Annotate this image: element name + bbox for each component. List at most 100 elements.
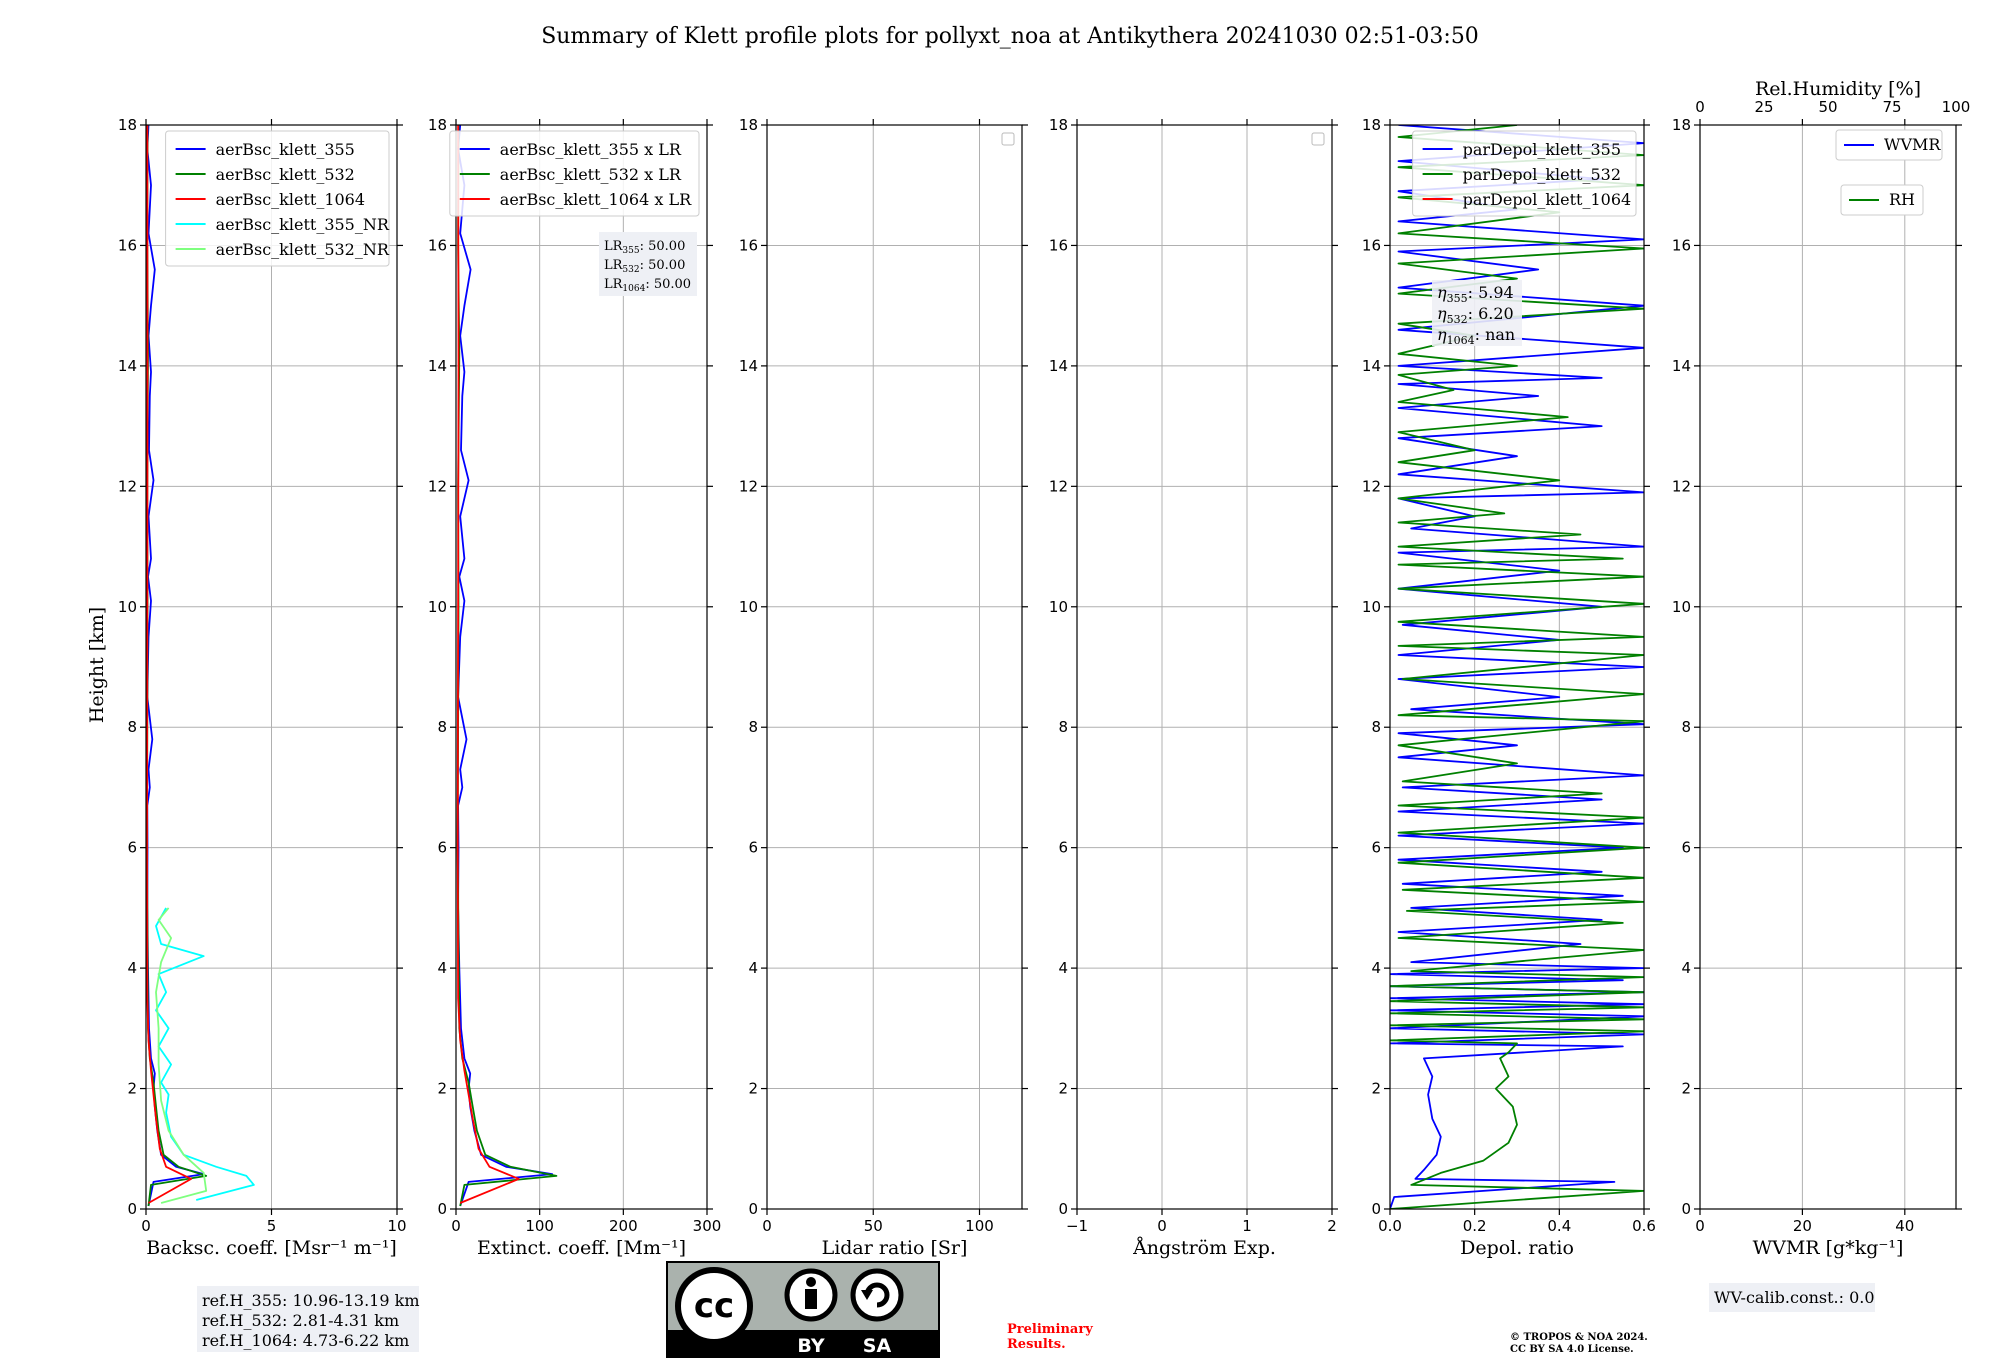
top-x-tick-label: 75: [1882, 98, 1901, 116]
sa-label: SA: [863, 1335, 892, 1357]
y-tick-label: 14: [1049, 357, 1068, 375]
series-line-aerBsc_klett_355 x LR: [457, 125, 554, 1207]
y-tick-label: 4: [748, 959, 758, 977]
y-tick-label: 10: [1049, 598, 1068, 616]
x-tick-label: 0: [451, 1217, 461, 1235]
reference-height-text: ref.H_1064: 4.73-6.22 km: [202, 1331, 409, 1350]
reference-height-box: [197, 1286, 419, 1352]
y-tick-label: 8: [127, 718, 137, 736]
eta-box: [1432, 280, 1522, 346]
series-line-aerBsc_klett_1064 x LR: [456, 125, 520, 1204]
y-tick-label: 2: [748, 1080, 758, 1098]
empty-legend: [1001, 132, 1015, 146]
y-tick-label: 4: [127, 959, 137, 977]
y-tick-label: 12: [428, 477, 447, 495]
y-tick-label: 16: [1049, 236, 1068, 254]
top-x-tick-label: 0: [1695, 98, 1705, 116]
axes-frame: [455, 124, 708, 1210]
y-tick-label: 18: [1672, 116, 1691, 134]
axes-frame: [1389, 124, 1645, 1210]
x-tick-label: 10: [387, 1217, 406, 1235]
legend-label: aerBsc_klett_355 x LR: [500, 140, 682, 159]
legend-label: parDepol_klett_532: [1463, 165, 1621, 184]
x-axis-label: Lidar ratio [Sr]: [822, 1237, 968, 1259]
x-tick-label: 2: [1327, 1217, 1337, 1235]
legend-label: RH: [1889, 190, 1915, 209]
lidar-ratio-box: [599, 232, 697, 296]
preliminary-text-line2: Results.: [1007, 1337, 1066, 1352]
x-tick-label: 0.2: [1463, 1217, 1487, 1235]
x-tick-label: 0.0: [1378, 1217, 1402, 1235]
legend-label: aerBsc_klett_532 x LR: [500, 165, 682, 184]
y-tick-label: 12: [1672, 477, 1691, 495]
cc-license-badge: cc BY SA: [666, 1261, 940, 1358]
y-tick-label: 6: [1681, 839, 1691, 857]
x-tick-label: 200: [609, 1217, 638, 1235]
y-tick-label: 4: [1681, 959, 1691, 977]
legend-box: [449, 130, 700, 217]
legend-label: aerBsc_klett_532: [216, 165, 355, 184]
wv-calib-box: [1709, 1283, 1875, 1312]
series-group: [456, 125, 558, 1207]
x-tick-label: 0: [762, 1217, 772, 1235]
panel-lidar-ratio: 0 2 4 6 8 10 12 14 16 18 0 50 100 Lidar ratio [Sr]: [739, 116, 1028, 1259]
reference-height-text: ref.H_355: 10.96-13.19 km: [202, 1291, 420, 1310]
y-tick-label: 2: [127, 1080, 137, 1098]
panel-depolarization: 0 2 4 6 8 10 12 14 16 18 0.0 0.2 0.4 0.6 Depol. ratio p…: [1362, 116, 1656, 1259]
x-tick-label: 5: [267, 1217, 277, 1235]
by-label: BY: [797, 1335, 824, 1357]
sa-share-alike-icon: [850, 1268, 904, 1322]
reference-height-text: ref.H_532: 2.81-4.31 km: [202, 1311, 399, 1330]
y-tick-label: 0: [1058, 1200, 1068, 1218]
y-tick-label: 18: [118, 116, 137, 134]
y-tick-label: 4: [437, 959, 447, 977]
series-line-aerBsc_klett_355_NR: [155, 907, 255, 1201]
x-tick-label: 20: [1793, 1217, 1812, 1235]
y-tick-label: 2: [1681, 1080, 1691, 1098]
series-line-aerBsc_klett_532 x LR: [456, 125, 558, 1207]
figure-title: Summary of Klett profile plots for polly…: [541, 24, 1479, 49]
y-tick-label: 8: [1371, 718, 1381, 736]
axes-frame: [766, 124, 1023, 1210]
y-tick-label: 16: [739, 236, 758, 254]
y-tick-label: 12: [1362, 477, 1381, 495]
legend-label: aerBsc_klett_355_NR: [216, 215, 390, 234]
y-tick-label: 0: [1681, 1200, 1691, 1218]
y-tick-label: 10: [1362, 598, 1381, 616]
eta-text: η355: 5.94: [1437, 283, 1514, 305]
wv-calib-text: WV-calib.const.: 0.0: [1714, 1288, 1875, 1307]
series-line-parDepol_klett_355: [1390, 125, 1644, 1209]
x-tick-label: 0: [1695, 1217, 1705, 1235]
series-line-aerBsc_klett_532_NR: [155, 907, 208, 1204]
y-tick-label: 14: [428, 357, 447, 375]
x-tick-label: 0.4: [1547, 1217, 1571, 1235]
x-axis-label: Backsc. coeff. [Msr⁻¹ m⁻¹]: [146, 1237, 397, 1259]
x-axis-label: Ångström Exp.: [1132, 1237, 1276, 1259]
top-x-tick-label: 25: [1754, 98, 1773, 116]
y-tick-label: 14: [1672, 357, 1691, 375]
eta-text: η1064: nan: [1437, 325, 1515, 347]
y-tick-label: 0: [127, 1200, 137, 1218]
lidar-ratio-text: LR355: 50.00: [604, 239, 685, 256]
top-x-axis-label: Rel.Humidity [%]: [1755, 78, 1921, 100]
cc-logo-icon: [675, 1267, 753, 1345]
y-tick-label: 6: [1058, 839, 1068, 857]
y-tick-label: 0: [748, 1200, 758, 1218]
y-tick-label: 6: [748, 839, 758, 857]
copyright-line2: CC BY SA 4.0 License.: [1510, 1344, 1634, 1355]
x-tick-label: 0: [1157, 1217, 1167, 1235]
y-tick-label: 8: [748, 718, 758, 736]
x-tick-label: 50: [864, 1217, 883, 1235]
y-tick-label: 2: [1371, 1080, 1381, 1098]
legend-label: aerBsc_klett_1064: [216, 190, 365, 209]
y-tick-label: 8: [437, 718, 447, 736]
y-tick-label: 6: [127, 839, 137, 857]
y-tick-label: 12: [118, 477, 137, 495]
y-tick-label: 8: [1058, 718, 1068, 736]
y-tick-label: 0: [1371, 1200, 1381, 1218]
y-tick-label: 0: [437, 1200, 447, 1218]
y-tick-label: 10: [739, 598, 758, 616]
